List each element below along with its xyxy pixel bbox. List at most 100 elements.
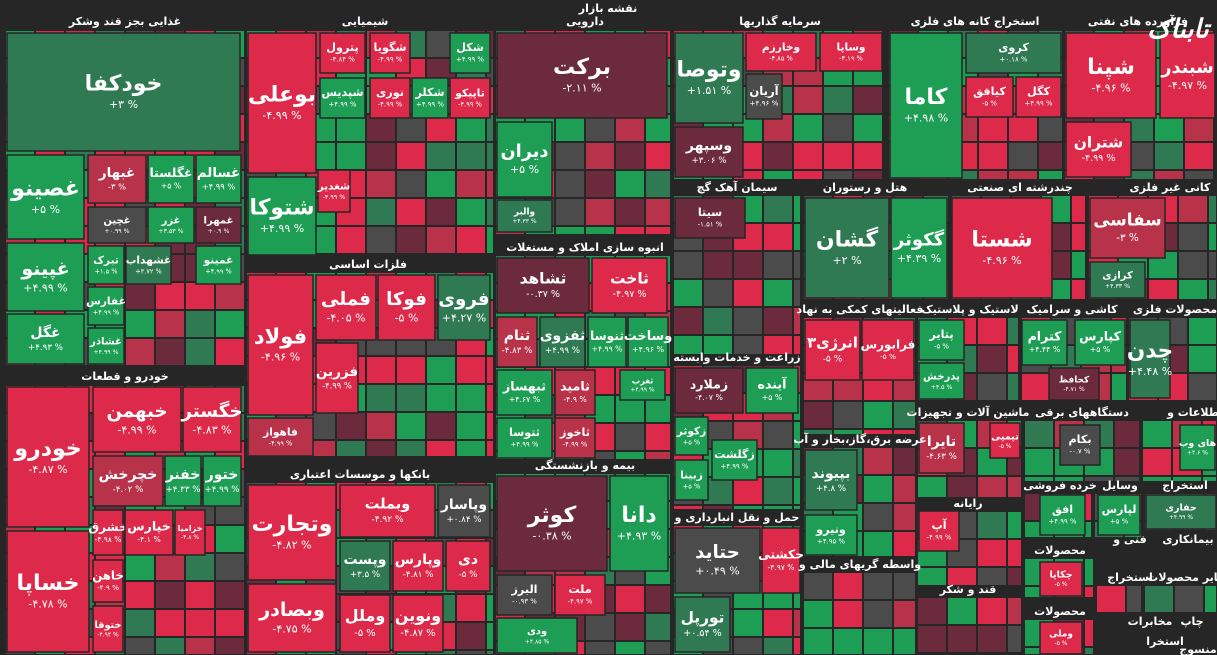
stock-symbol: دیران	[500, 142, 548, 162]
sector-title: چندرشته ای صنعتی	[967, 181, 1073, 194]
stock-symbol: خساپا	[16, 571, 79, 596]
filler-tile	[586, 227, 614, 234]
filler-tile	[216, 610, 244, 636]
sector-title: سایر محصولات	[1147, 571, 1217, 584]
stock-change: -۴.۹۶ %	[982, 254, 1021, 267]
stock-tile	[1059, 424, 1101, 466]
stock-tile	[377, 274, 436, 341]
stock-tile	[195, 154, 242, 204]
sector-title: استخراج کانه های فلزی	[911, 15, 1040, 29]
stock-change: -۴.۹۸ %	[95, 535, 122, 544]
stock-symbol: غسالم	[197, 166, 240, 181]
stock-tile	[87, 206, 147, 244]
stock-change: -۴.۹۹ %	[378, 101, 403, 109]
filler-tile	[1085, 494, 1091, 520]
filler-tile	[427, 413, 455, 439]
filler-tile	[457, 385, 485, 411]
stock-tile	[202, 455, 242, 507]
stock-tile	[674, 126, 744, 178]
stock-change: -۴.۹۶ %	[1091, 82, 1130, 95]
sector-title: قند و شکر	[939, 583, 997, 596]
stock-tile	[6, 313, 85, 365]
filler-tile	[646, 614, 670, 640]
filler-tile	[979, 115, 1007, 141]
stock-change: -۴.۹۹ %	[1082, 153, 1116, 164]
stock-tile	[1159, 32, 1216, 119]
filler-tile	[1085, 587, 1093, 597]
filler-tile	[1127, 586, 1141, 612]
filler-tile	[948, 477, 976, 497]
filler-tile	[1185, 143, 1213, 169]
filler-tile	[367, 115, 395, 141]
filler-tile	[616, 171, 644, 197]
stock-symbol: افق	[1052, 503, 1073, 516]
stock-change: +۴.۹۹ %	[592, 344, 623, 353]
filler-tile	[646, 642, 670, 654]
filler-tile	[1185, 171, 1213, 179]
filler-tile	[367, 227, 395, 253]
filler-tile	[854, 171, 882, 179]
stock-symbol: ثنام	[504, 328, 531, 344]
sector-title: سیمان آهک گچ	[697, 180, 778, 194]
stock-symbol: آینده	[758, 377, 788, 392]
stock-tile	[174, 509, 206, 556]
stock-change: -۳ %	[1116, 232, 1139, 244]
stock-change: -۴.۸۲ %	[272, 539, 311, 552]
filler-tile	[367, 385, 395, 411]
sector-title: فعالیتهای کمکی به نهاد	[797, 303, 924, 316]
stock-tile	[587, 316, 627, 368]
stock-tile	[6, 242, 85, 312]
sector-title: واسطه گریهای مالی و	[798, 558, 921, 571]
filler-tile	[1008, 598, 1021, 624]
filler-tile	[794, 308, 800, 334]
stock-change: -۴.۸۱ %	[403, 570, 434, 580]
filler-tile	[337, 227, 365, 253]
stock-symbol: وپست	[343, 552, 386, 568]
stock-change: -۵ %	[395, 311, 419, 324]
filler-tile	[948, 568, 976, 585]
filler-tile	[674, 280, 702, 306]
stock-tile	[449, 32, 491, 74]
filler-tile	[487, 115, 493, 141]
filler-tile	[1143, 477, 1171, 481]
filler-tile	[487, 357, 493, 383]
stock-tile	[92, 386, 182, 453]
filler-tile	[1085, 648, 1093, 654]
filler-tile	[1143, 421, 1171, 447]
stock-symbol: خپارس	[127, 519, 171, 534]
sector-title: فنی و	[1112, 533, 1147, 546]
sector-title: بیمه و بازنشستگی	[535, 459, 635, 472]
filler-tile	[1085, 522, 1091, 537]
stock-tile	[195, 206, 242, 244]
filler-tile	[1179, 196, 1207, 222]
filler-tile	[1189, 346, 1216, 372]
stock-tile	[804, 449, 858, 511]
stock-tile	[147, 154, 195, 204]
stock-change: -۴.۸۳ %	[192, 423, 231, 436]
filler-tile	[186, 638, 214, 654]
filler-tile	[674, 336, 702, 354]
stock-symbol: خزامیا	[178, 524, 203, 534]
stock-symbol: کترام	[1028, 329, 1063, 345]
filler-tile	[487, 199, 493, 225]
filler-tile	[804, 573, 832, 599]
stock-symbol: خودکفا	[85, 71, 163, 96]
stock-change: +۴.۳۹ %	[897, 252, 941, 265]
stock-tile	[1021, 319, 1068, 366]
filler-tile	[487, 385, 493, 411]
sector-title: زراعت و خدمات وابسته	[673, 351, 800, 364]
stock-symbol: ثامید	[560, 379, 590, 394]
stock-tile	[609, 475, 669, 572]
stock-change: +۵ %	[683, 438, 700, 446]
filler-tile	[337, 441, 365, 456]
stock-tile	[92, 605, 124, 653]
filler-tile	[216, 283, 244, 309]
stock-change: +۴.۹۹ %	[205, 267, 232, 275]
stock-change: -۴.۹۷ %	[1168, 79, 1207, 92]
filler-tile	[487, 227, 493, 253]
filler-tile	[216, 638, 244, 654]
stock-change: -۴.۰۲ %	[113, 485, 144, 495]
filler-tile	[864, 448, 892, 474]
stock-tile	[745, 73, 783, 120]
stock-symbol: ملت	[568, 583, 591, 596]
